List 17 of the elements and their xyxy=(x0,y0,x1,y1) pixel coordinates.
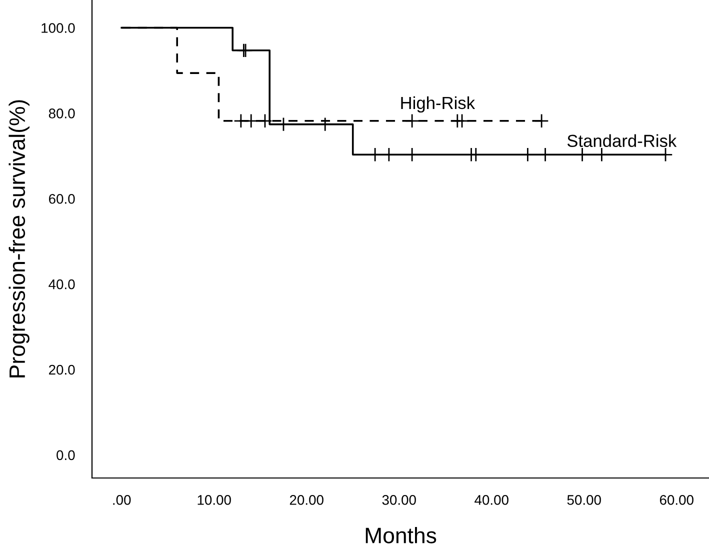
x-tick-label: 50.00 xyxy=(567,495,601,505)
x-tick-label: 10.00 xyxy=(198,495,231,505)
y-tick-label: 60.0 xyxy=(49,194,75,204)
y-tick-label: 80.0 xyxy=(48,108,75,118)
x-tick-label: 60.00 xyxy=(660,495,694,505)
y-tick-label: 0.0 xyxy=(56,450,75,460)
x-axis-title: Months xyxy=(366,527,436,544)
x-tick-label: .00 xyxy=(113,495,131,505)
x-tick-label: 30.00 xyxy=(382,495,416,505)
series-label: High-Risk xyxy=(401,96,476,113)
x-tick-label: 40.00 xyxy=(474,495,508,505)
y-tick-label: 100.0 xyxy=(42,23,75,33)
x-tick-label: 20.00 xyxy=(290,495,324,505)
y-tick-label: 40.0 xyxy=(48,279,75,290)
y-tick-label: 20.0 xyxy=(49,364,75,375)
y-axis-title: Progression-free survival(%) xyxy=(8,100,30,378)
series-label: Standard-Risk xyxy=(567,134,677,148)
